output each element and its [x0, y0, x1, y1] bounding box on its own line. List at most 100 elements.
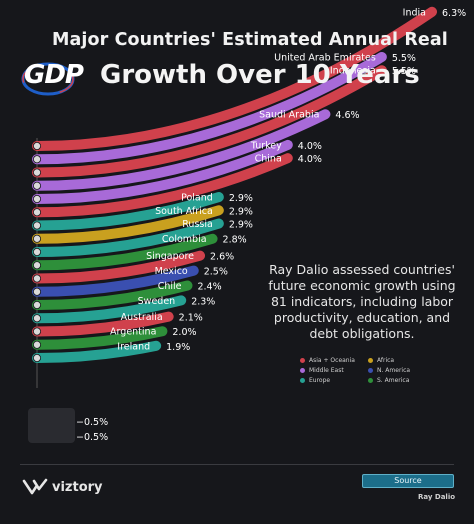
- legend-label: Middle East: [309, 367, 344, 374]
- title-line-2: Growth Over 10 Years: [100, 60, 420, 90]
- country-label: Indonesia: [330, 66, 376, 77]
- bar-mexico: [32, 265, 199, 297]
- legend-swatch: [368, 378, 373, 383]
- bar-south-africa: [32, 205, 224, 244]
- country-label: Sweden: [138, 296, 176, 307]
- value-label: 2.0%: [172, 327, 196, 338]
- value-label: 5.5%: [392, 53, 416, 64]
- legend-swatch: [368, 368, 373, 373]
- flag-icon: [33, 208, 42, 217]
- bar-colombia: [32, 233, 218, 271]
- legend-swatch: [300, 358, 305, 363]
- flag-icon: [33, 141, 42, 150]
- country-label: Mexico: [155, 266, 188, 277]
- bar-poland: [32, 192, 224, 231]
- bar-united-arab-emirates: [32, 51, 387, 165]
- value-label: 2.1%: [179, 313, 203, 324]
- legend-label: Africa: [377, 357, 395, 364]
- flag-icon: [33, 287, 42, 296]
- footer-divider: [20, 464, 454, 465]
- country-label: Singapore: [146, 251, 194, 262]
- country-label: Argentina: [110, 327, 156, 338]
- country-label: India: [403, 7, 426, 18]
- flag-icon: [33, 181, 42, 190]
- bar-sweden: [32, 295, 187, 324]
- value-label: 4.0%: [298, 154, 322, 165]
- source-button[interactable]: Source: [362, 474, 454, 488]
- value-label: 1.9%: [166, 342, 190, 353]
- viztory-logo-icon: [22, 478, 48, 495]
- value-label: 6.3%: [442, 8, 466, 19]
- value-label: 4.0%: [298, 141, 322, 152]
- flag-icon: [33, 261, 42, 270]
- value-label: 2.3%: [191, 296, 215, 307]
- flag-icon: [33, 194, 42, 203]
- country-label: United Arab Emirates: [274, 52, 376, 63]
- value-label: 2.9%: [229, 206, 253, 217]
- legend-label: Asia + Oceania: [309, 357, 355, 364]
- legend-label: Europe: [309, 377, 331, 384]
- flag-icon: [33, 314, 42, 323]
- brand[interactable]: viztory: [22, 478, 103, 496]
- bar-ireland: [32, 340, 162, 363]
- value-label: 2.9%: [229, 193, 253, 204]
- legend-item: Europe: [300, 377, 330, 384]
- legend-label: S. America: [377, 377, 410, 384]
- bar-turkey: [32, 139, 293, 204]
- country-label: Ireland: [117, 341, 150, 352]
- bar-chile: [32, 280, 193, 310]
- brand-name: viztory: [52, 479, 103, 495]
- flag-icon: [33, 340, 42, 349]
- annotation-text: Ray Dalio assessed countries' future eco…: [268, 262, 456, 341]
- country-label: Colombia: [162, 234, 207, 245]
- globe-icon: [21, 62, 75, 96]
- flag-icon: [33, 234, 42, 243]
- country-label: China: [255, 154, 282, 165]
- bar-indonesia: [32, 65, 387, 178]
- legend-item: N. America: [368, 367, 410, 374]
- source-name: Ray Dalio: [418, 493, 456, 501]
- flag-icon: [33, 327, 42, 336]
- title-line-1: Major Countries' Estimated Annual Real: [52, 30, 448, 50]
- value-label: 4.6%: [335, 110, 359, 121]
- bar-australia: [32, 311, 174, 337]
- bar-india: [32, 6, 437, 151]
- country-label: South Africa: [155, 206, 213, 217]
- value-label: 2.6%: [210, 252, 234, 263]
- value-label: −0.5%: [76, 432, 108, 443]
- value-label: −0.5%: [76, 417, 108, 428]
- flag-icon: [33, 168, 42, 177]
- flag-icon: [33, 353, 42, 362]
- legend-item: Africa: [368, 357, 394, 364]
- value-label: 2.8%: [223, 235, 247, 246]
- title-gdp: GDP: [24, 60, 84, 90]
- legend-swatch: [300, 368, 305, 373]
- legend-label: N. America: [377, 367, 411, 374]
- country-label: Russia: [182, 219, 213, 230]
- country-label: Chile: [158, 281, 182, 292]
- bar-russia: [32, 218, 224, 257]
- flag-icon: [33, 274, 42, 283]
- bar-argentina: [32, 326, 168, 350]
- country-label: Poland: [181, 193, 213, 204]
- negative-values-card: [28, 408, 75, 443]
- flag-icon: [33, 155, 42, 164]
- legend-item: Asia + Oceania: [300, 357, 355, 364]
- bar-china: [32, 153, 293, 218]
- value-label: 2.5%: [204, 267, 228, 278]
- country-label: Australia: [121, 312, 163, 323]
- bar-saudi-arabia: [32, 109, 331, 191]
- flag-icon: [33, 300, 42, 309]
- legend-swatch: [300, 378, 305, 383]
- legend-item: S. America: [368, 377, 409, 384]
- flag-icon: [33, 221, 42, 230]
- value-label: 5.5%: [392, 66, 416, 77]
- value-label: 2.4%: [197, 282, 221, 293]
- legend-item: Middle East: [300, 367, 344, 374]
- country-label: Saudi Arabia: [259, 110, 319, 121]
- flag-icon: [33, 247, 42, 256]
- bar-singapore: [32, 250, 206, 284]
- country-label: Turkey: [250, 140, 282, 151]
